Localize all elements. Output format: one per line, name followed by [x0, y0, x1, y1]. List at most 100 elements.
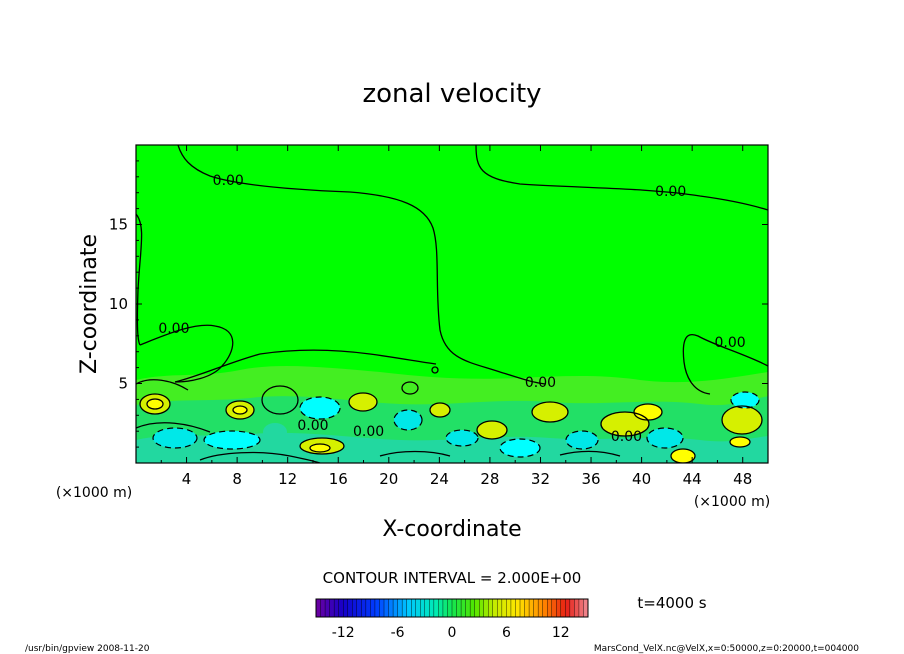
- cell: [601, 412, 649, 436]
- colorbar-ticks: -12 -6 0 6 12: [332, 625, 570, 641]
- colorbar-segment: [519, 598, 526, 618]
- cell: [722, 406, 762, 434]
- contour-lines: [136, 145, 768, 463]
- cell: [300, 397, 340, 419]
- colorbar-segment: [383, 598, 390, 618]
- near-surface-shading: [136, 366, 768, 463]
- cell: [310, 444, 330, 452]
- colorbar-segment: [551, 598, 557, 618]
- cell: [532, 402, 568, 422]
- colorbar-segment: [501, 598, 507, 618]
- colorbar-segment: [370, 598, 376, 618]
- time-text: t=4000 s: [637, 594, 706, 612]
- contour-label: 0.00: [213, 173, 244, 189]
- colorbar-segment: [411, 598, 417, 618]
- colorbar-segment: [465, 598, 471, 618]
- colorbar-tick-label: 0: [448, 625, 457, 641]
- contour-label: 0.00: [158, 321, 189, 337]
- colorbar-tick-label: 6: [502, 625, 511, 641]
- colorbar-segment: [474, 598, 480, 618]
- colorbar-segment: [356, 598, 362, 618]
- colorbar-segment: [420, 598, 426, 618]
- cell: [731, 392, 759, 408]
- contour-label: 0.00: [297, 418, 328, 434]
- colorbar-segment: [365, 598, 371, 618]
- colorbar-segment: [333, 598, 340, 618]
- colorbar-segment: [388, 598, 394, 618]
- y-tick-label: 5: [118, 375, 128, 393]
- x-axis: 4 8 12 16 20 24 28 32 36 40 44 48: [160, 145, 752, 488]
- y-tick-label: 10: [109, 295, 128, 313]
- cell: [566, 431, 598, 449]
- colorbar-segment: [397, 598, 403, 618]
- colorbar-segment: [479, 598, 485, 618]
- footer-right: MarsCond_VelX.nc@VelX,x=0:50000,z=0:2000…: [594, 644, 859, 654]
- cell: [634, 404, 662, 420]
- colorbar-segment: [524, 598, 530, 618]
- colorbar-segment: [438, 598, 444, 618]
- colorbar-tick-label: -6: [391, 625, 405, 641]
- colorbar-segment: [361, 598, 367, 618]
- x-tick-label: 28: [480, 470, 499, 488]
- cell: [263, 423, 287, 441]
- cell: [233, 406, 247, 414]
- x-unit-label-left: (×1000 m): [56, 485, 132, 501]
- colorbar-segment: [424, 598, 430, 618]
- colorbar-segment: [565, 598, 571, 618]
- x-tick-label: 44: [683, 470, 702, 488]
- colorbar: [315, 598, 589, 618]
- colorbar-segment: [569, 598, 575, 618]
- chart-title: zonal velocity: [362, 79, 541, 109]
- colorbar-tick-label: 12: [552, 625, 570, 641]
- contour-label: 0.00: [525, 375, 556, 391]
- cell: [446, 430, 478, 446]
- cell: [500, 439, 540, 457]
- cell: [671, 449, 695, 463]
- colorbar-segment: [483, 598, 489, 618]
- x-tick-label: 12: [278, 470, 297, 488]
- colorbar-frame: [315, 598, 589, 618]
- colorbar-segment: [415, 598, 421, 618]
- x-unit-label-right: (×1000 m): [694, 494, 770, 510]
- cell: [349, 393, 377, 411]
- colorbar-segment: [338, 598, 344, 618]
- negative-contours: [152, 391, 760, 458]
- colorbar-segment: [469, 598, 476, 618]
- colorbar-segment: [352, 598, 358, 618]
- x-axis-title: X-coordinate: [382, 517, 521, 542]
- colorbar-segment: [488, 598, 494, 618]
- cell: [147, 399, 163, 409]
- x-tick-label: 48: [733, 470, 752, 488]
- colorbar-segment: [578, 598, 584, 618]
- contour-label: 0.00: [611, 429, 642, 445]
- y-axis-title: Z-coordinate: [77, 234, 102, 374]
- colorbar-segment: [537, 598, 544, 618]
- colorbar-segment: [560, 598, 566, 618]
- colorbar-segment: [506, 598, 512, 618]
- colorbar-segment: [374, 598, 380, 618]
- colorbar-segment: [347, 598, 353, 618]
- colorbar-segment: [406, 598, 412, 618]
- x-tick-label: 8: [232, 470, 242, 488]
- colorbar-segment: [574, 598, 580, 618]
- y-axis: 5 10 15: [109, 160, 768, 448]
- colorbar-segment: [315, 598, 322, 618]
- x-tick-label: 24: [430, 470, 449, 488]
- contour-labels: 0.00 0.00 0.00 0.00 0.00 0.00 0.00 0.00: [158, 173, 745, 445]
- cell: [204, 431, 260, 449]
- colorbar-segment: [528, 598, 535, 618]
- y-tick-label: 15: [109, 216, 128, 234]
- colorbar-segment: [401, 598, 408, 618]
- cell: [430, 403, 450, 417]
- contour-label: 0.00: [353, 424, 384, 440]
- cell: [730, 437, 750, 447]
- footer-left: /usr/bin/gpview 2008-11-20: [25, 644, 150, 654]
- colorbar-segment: [515, 598, 521, 618]
- cell: [477, 421, 507, 439]
- x-tick-label: 4: [182, 470, 192, 488]
- colorbar-segment: [429, 598, 435, 618]
- colorbar-segment: [451, 598, 458, 618]
- colorbar-segment: [442, 598, 448, 618]
- colorbar-segment: [460, 598, 467, 618]
